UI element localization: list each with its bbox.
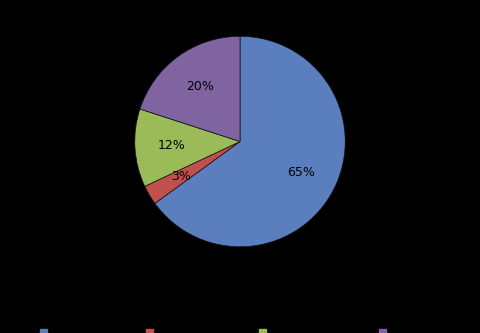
Text: 20%: 20% — [186, 80, 214, 93]
Text: 12%: 12% — [158, 139, 186, 152]
Wedge shape — [145, 142, 240, 203]
Wedge shape — [140, 36, 240, 142]
Wedge shape — [155, 36, 345, 247]
Text: 3%: 3% — [171, 170, 191, 183]
Text: 65%: 65% — [287, 166, 315, 179]
Legend: Wages & Salaries, Employee Benefits, Operating Expenses, Safety Net: Wages & Salaries, Employee Benefits, Ope… — [36, 324, 444, 333]
Wedge shape — [135, 109, 240, 186]
